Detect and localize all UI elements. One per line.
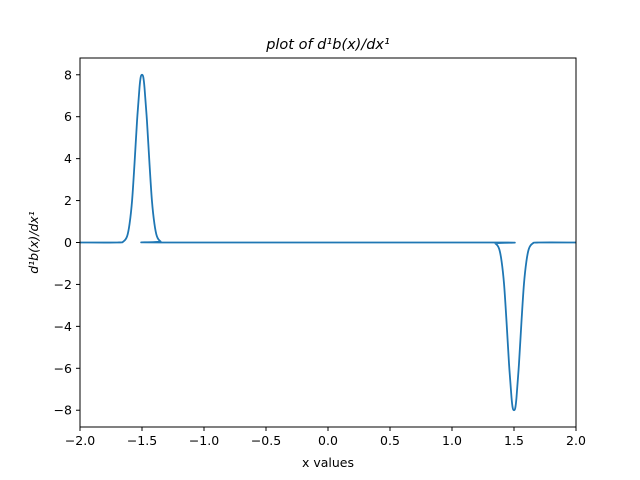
x-tick-label: −0.5 bbox=[251, 433, 281, 448]
x-tick-label: −1.5 bbox=[127, 433, 157, 448]
x-tick-label: −1.0 bbox=[189, 433, 219, 448]
y-axis-ticks: −8 −6 −4 −2 0 2 4 6 8 bbox=[54, 67, 80, 418]
y-tick-label: −2 bbox=[54, 277, 72, 292]
y-axis-label: d¹b(x)/dx¹ bbox=[26, 211, 41, 274]
x-tick-label: 0.5 bbox=[380, 433, 400, 448]
series-line bbox=[79, 73, 577, 412]
y-tick-label: 2 bbox=[64, 193, 72, 208]
y-tick-label: −6 bbox=[54, 361, 72, 376]
y-tick-label: 0 bbox=[64, 235, 72, 250]
x-tick-label: 1.5 bbox=[504, 433, 524, 448]
x-tick-label: 1.0 bbox=[442, 433, 462, 448]
y-tick-label: 4 bbox=[64, 151, 72, 166]
x-axis-label: x values bbox=[302, 455, 354, 470]
x-tick-label: −2.0 bbox=[65, 433, 95, 448]
plot-area bbox=[79, 73, 577, 412]
y-tick-label: −4 bbox=[54, 319, 72, 334]
y-tick-label: 8 bbox=[64, 67, 72, 82]
chart-title: plot of d¹b(x)/dx¹ bbox=[265, 37, 390, 53]
x-tick-label: 0.0 bbox=[318, 433, 338, 448]
y-tick-label: 6 bbox=[64, 109, 72, 124]
plot-frame bbox=[79, 57, 577, 428]
x-axis-ticks: −2.0 −1.5 −1.0 −0.5 0.0 0.5 1.0 1.5 2.0 bbox=[65, 427, 586, 448]
y-tick-label: −8 bbox=[54, 403, 72, 418]
x-tick-label: 2.0 bbox=[566, 433, 586, 448]
